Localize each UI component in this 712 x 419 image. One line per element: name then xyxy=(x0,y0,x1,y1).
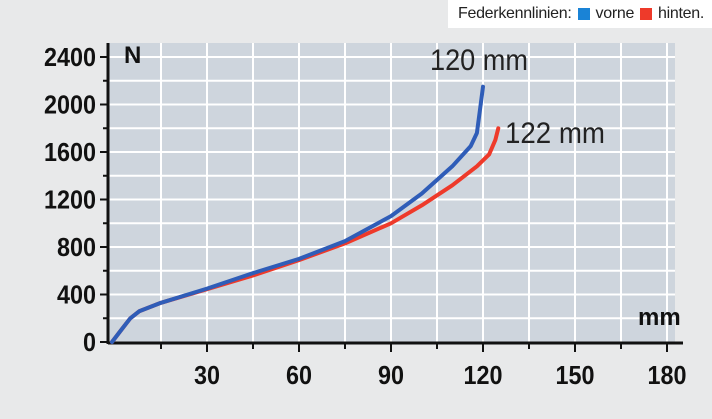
legend-title: Federkennlinien: xyxy=(458,5,572,22)
series-end-label-rear: 122 mm xyxy=(505,117,605,150)
x-tick-label: 30 xyxy=(194,360,220,390)
legend: Federkennlinien: vorne hinten. xyxy=(448,0,712,28)
legend-swatch-rear xyxy=(640,8,653,20)
y-tick-label: 2400 xyxy=(44,42,96,72)
x-tick-label: 120 xyxy=(464,360,503,390)
series-end-label-front: 120 mm xyxy=(430,44,528,77)
y-tick-label: 2000 xyxy=(44,90,96,120)
y-tick-label: 1600 xyxy=(44,137,96,167)
y-axis-unit: N xyxy=(124,42,141,69)
x-tick-label: 180 xyxy=(648,360,687,390)
series-line-front xyxy=(110,84,485,344)
legend-label-front: vorne xyxy=(595,5,635,22)
y-tick-label: 400 xyxy=(57,280,96,310)
legend-swatch-front xyxy=(577,8,590,20)
x-tick-label: 90 xyxy=(378,360,404,390)
y-tick-label: 0 xyxy=(83,327,96,357)
x-tick-label: 150 xyxy=(556,360,595,390)
y-tick-label: 800 xyxy=(57,232,96,262)
y-tick-label: 1200 xyxy=(44,185,96,215)
legend-label-rear: hinten. xyxy=(658,5,704,22)
x-tick-label: 60 xyxy=(286,360,312,390)
x-axis-unit: mm xyxy=(638,304,681,331)
